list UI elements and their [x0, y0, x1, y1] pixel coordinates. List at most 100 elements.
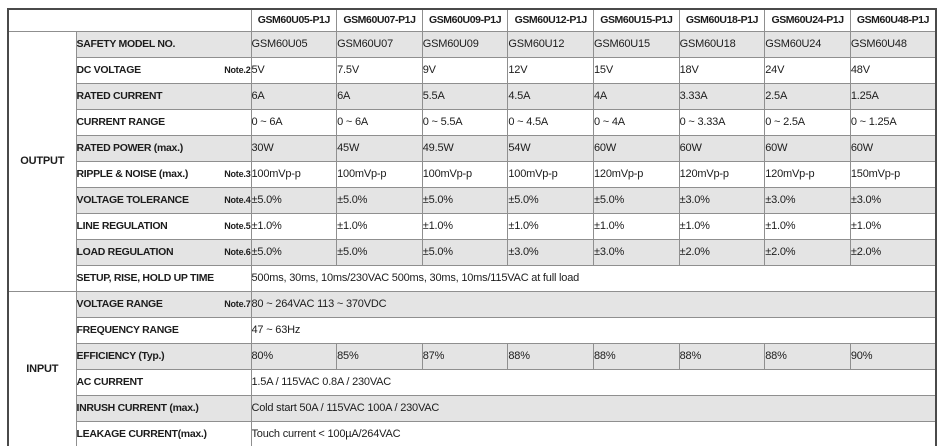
spec-note-label: Note.2 — [224, 65, 251, 75]
spec-value-cell: ±2.0% — [678, 238, 766, 266]
spec-value-cell: ±1.0% — [421, 212, 509, 240]
spec-value-cell: 7.5V — [336, 56, 423, 84]
spec-row-label: LEAKAGE CURRENT(max.) — [75, 420, 252, 446]
spec-value-cell: 49.5W — [421, 134, 509, 162]
spec-value-cell: 6A — [336, 82, 423, 110]
spec-note-label: Note.5 — [224, 221, 251, 231]
spec-value-cell: ±5.0% — [593, 186, 680, 214]
spec-value-cell: 0 ~ 1.25A — [849, 108, 937, 136]
spec-value-cell: GSM60U09 — [421, 30, 509, 58]
spec-value-cell: ±5.0% — [421, 238, 509, 266]
spec-label-text: VOLTAGE RANGE — [76, 298, 163, 310]
spec-value-cell: ±1.0% — [849, 212, 937, 240]
spec-value-cell: 88% — [764, 342, 851, 370]
spec-row-label: RATED CURRENT — [75, 82, 252, 110]
spec-note-label: Note.4 — [224, 195, 251, 205]
spec-value-cell: 60W — [678, 134, 766, 162]
spec-value-cell: 15V — [593, 56, 680, 84]
spec-value-cell: 120mVp-p — [678, 160, 766, 188]
spec-value-cell: ±1.0% — [764, 212, 851, 240]
spec-value-cell: 0 ~ 4.5A — [507, 108, 594, 136]
spec-value-cell: ±3.0% — [678, 186, 766, 214]
spec-row-label: CURRENT RANGE — [75, 108, 252, 136]
spec-span-value: 80 ~ 264VAC 113 ~ 370VDC — [250, 290, 937, 318]
table-row: SETUP, RISE, HOLD UP TIME 500ms, 30ms, 10… — [8, 264, 937, 292]
spec-value-cell: 2.5A — [764, 82, 851, 110]
table-row: LOAD REGULATION Note.6 ±5.0% ±5.0% ±5.0% ±3.0… — [8, 238, 937, 266]
spec-value-cell: 0 ~ 6A — [336, 108, 423, 136]
spec-row-label: AC CURRENT — [75, 368, 252, 396]
spec-value-cell: 88% — [678, 342, 766, 370]
spec-value-cell: ±1.0% — [507, 212, 594, 240]
corner-cell — [7, 8, 252, 32]
spec-value-cell: ±5.0% — [250, 238, 338, 266]
spec-value-cell: 87% — [421, 342, 509, 370]
spec-value-cell: 4A — [593, 82, 680, 110]
spec-value-cell: GSM60U48 — [849, 30, 937, 58]
spec-span-value: Touch current < 100µA/264VAC — [250, 420, 937, 446]
table-row: LEAKAGE CURRENT(max.) Touch current < 100… — [8, 420, 937, 446]
spec-row-label: RATED POWER (max.) — [75, 134, 252, 162]
model-column-header: GSM60U09-P1J — [421, 8, 509, 32]
spec-label-text: LINE REGULATION — [76, 220, 168, 232]
spec-span-value: 1.5A / 115VAC 0.8A / 230VAC — [250, 368, 937, 396]
spec-row-label: DC VOLTAGE Note.2 — [75, 56, 252, 84]
spec-row-label: EFFICIENCY (Typ.) — [75, 342, 252, 370]
spec-value-cell: 100mVp-p — [507, 160, 594, 188]
spec-value-cell: 60W — [849, 134, 937, 162]
spec-value-cell: ±5.0% — [336, 186, 423, 214]
table-row: INRUSH CURRENT (max.) Cold start 50A / 11… — [8, 394, 937, 422]
spec-span-value: Cold start 50A / 115VAC 100A / 230VAC — [250, 394, 937, 422]
model-column-header: GSM60U48-P1J — [849, 8, 937, 32]
spec-note-label: Note.7 — [224, 299, 251, 309]
spec-value-cell: 48V — [849, 56, 937, 84]
spec-value-cell: ±1.0% — [250, 212, 338, 240]
spec-value-cell: 0 ~ 4A — [593, 108, 680, 136]
spec-label-text: INRUSH CURRENT (max.) — [76, 402, 199, 414]
spec-label-text: RATED POWER (max.) — [76, 142, 183, 154]
section-label-output: OUTPUT — [7, 30, 77, 292]
spec-value-cell: 5.5A — [421, 82, 509, 110]
spec-label-text: DC VOLTAGE — [76, 64, 141, 76]
spec-value-cell: 88% — [593, 342, 680, 370]
model-column-header: GSM60U07-P1J — [336, 8, 423, 32]
spec-value-cell: ±1.0% — [678, 212, 766, 240]
spec-value-cell: GSM60U05 — [250, 30, 338, 58]
spec-row-label: LINE REGULATION Note.5 — [75, 212, 252, 240]
model-column-header: GSM60U12-P1J — [507, 8, 594, 32]
spec-label-text: CURRENT RANGE — [76, 116, 165, 128]
spec-value-cell: ±3.0% — [507, 238, 594, 266]
spec-label-text: RIPPLE & NOISE (max.) — [76, 168, 189, 180]
spec-value-cell: 90% — [849, 342, 937, 370]
table-row: DC VOLTAGE Note.2 5V 7.5V 9V 12V 15V 18V 24V 48V — [8, 56, 937, 84]
spec-value-cell: GSM60U24 — [764, 30, 851, 58]
spec-value-cell: GSM60U12 — [507, 30, 594, 58]
spec-label-text: FREQUENCY RANGE — [76, 324, 179, 336]
spec-value-cell: 12V — [507, 56, 594, 84]
spec-value-cell: 54W — [507, 134, 594, 162]
table-row: CURRENT RANGE 0 ~ 6A 0 ~ 6A 0 ~ 5.5A 0 ~ 4.5… — [8, 108, 937, 136]
table-row: VOLTAGE TOLERANCE Note.4 ±5.0% ±5.0% ±5.0% ±5… — [8, 186, 937, 214]
spec-value-cell: 120mVp-p — [593, 160, 680, 188]
table-row: EFFICIENCY (Typ.) 80% 85% 87% 88% 88% 88% 88% 90… — [8, 342, 937, 370]
model-column-header: GSM60U18-P1J — [678, 8, 766, 32]
spec-value-cell: ±5.0% — [421, 186, 509, 214]
spec-value-cell: ±3.0% — [849, 186, 937, 214]
spec-value-cell: ±5.0% — [250, 186, 338, 214]
spec-value-cell: 0 ~ 6A — [250, 108, 338, 136]
spec-row-label: SETUP, RISE, HOLD UP TIME — [75, 264, 252, 292]
spec-value-cell: 18V — [678, 56, 766, 84]
spec-label-text: VOLTAGE TOLERANCE — [76, 194, 189, 206]
model-column-header: GSM60U15-P1J — [593, 8, 680, 32]
spec-value-cell: 4.5A — [507, 82, 594, 110]
spec-row-label: RIPPLE & NOISE (max.) Note.3 — [75, 160, 252, 188]
spec-label-text: LEAKAGE CURRENT(max.) — [76, 427, 207, 440]
spec-value-cell: 9V — [421, 56, 509, 84]
spec-row-label: VOLTAGE RANGE Note.7 — [75, 290, 252, 318]
spec-note-label: Note.3 — [224, 169, 251, 179]
spec-row-label: SAFETY MODEL NO. — [75, 30, 252, 58]
spec-span-value: 47 ~ 63Hz — [250, 316, 937, 344]
table-row: AC CURRENT 1.5A / 115VAC 0.8A / 230VAC — [8, 368, 937, 396]
spec-value-cell: 80% — [250, 342, 338, 370]
spec-row-label: FREQUENCY RANGE — [75, 316, 252, 344]
